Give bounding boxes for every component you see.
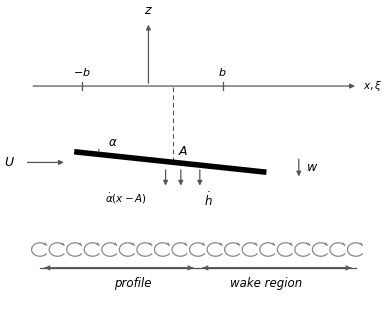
Text: $\alpha$: $\alpha$ [108, 136, 118, 149]
Text: $U$: $U$ [4, 156, 15, 169]
Text: $w$: $w$ [307, 161, 319, 174]
Text: $A$: $A$ [178, 145, 188, 158]
Text: $b$: $b$ [219, 66, 227, 79]
Text: $\dot{h}$: $\dot{h}$ [204, 191, 213, 209]
Text: $-b$: $-b$ [73, 66, 91, 79]
Text: $\dot{\alpha}(x-A)$: $\dot{\alpha}(x-A)$ [105, 191, 147, 206]
Text: profile: profile [115, 277, 152, 290]
Text: $z$: $z$ [144, 4, 153, 17]
Text: $x, \xi$: $x, \xi$ [364, 79, 383, 93]
Text: wake region: wake region [230, 277, 303, 290]
